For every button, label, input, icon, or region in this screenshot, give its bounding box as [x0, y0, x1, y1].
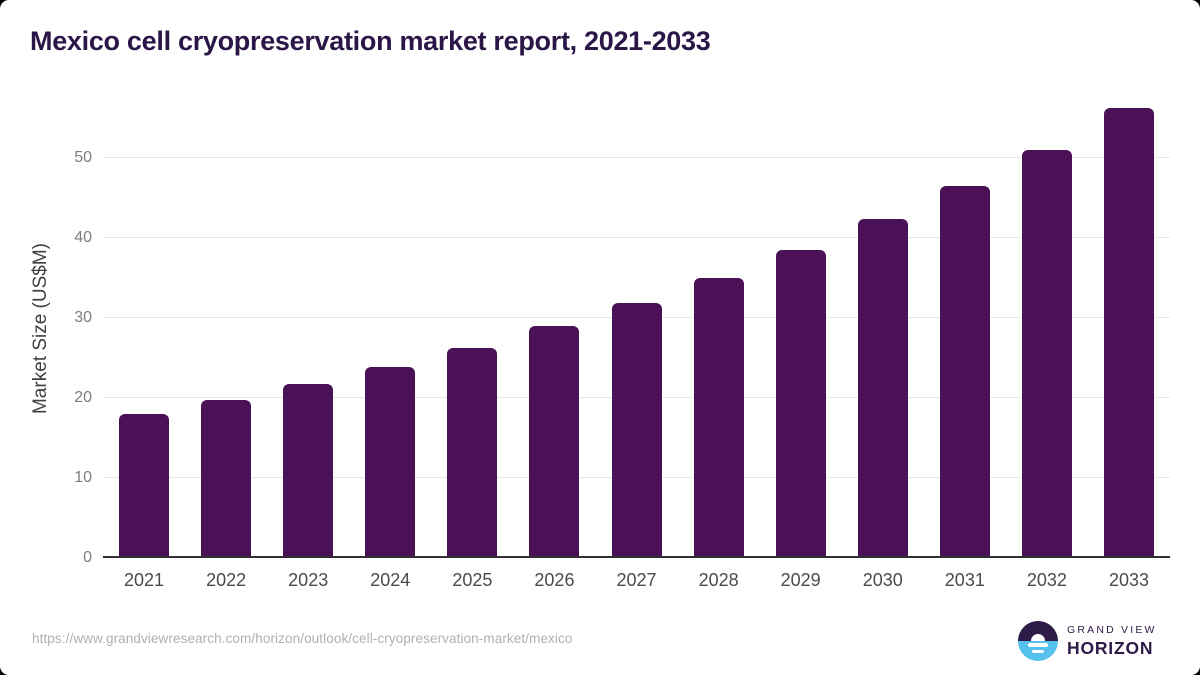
bar-slot-2031 [924, 186, 1006, 556]
y-tick-label-0: 0 [83, 549, 92, 566]
horizon-sun-icon [1018, 621, 1058, 661]
brand-logo: GRAND VIEW HORIZON [1018, 621, 1157, 661]
plot-area [103, 100, 1170, 558]
bar-2028 [693, 278, 744, 556]
bar-2033 [1103, 108, 1154, 556]
bar-2030 [857, 219, 908, 556]
x-tick-label-2033: 2033 [1108, 570, 1149, 590]
logo-text-horizon: HORIZON [1067, 637, 1154, 658]
bar-2032 [1021, 150, 1072, 556]
bar-slot-2029 [760, 250, 842, 556]
gridline-50 [103, 157, 1170, 158]
y-tick-label-30: 30 [74, 309, 92, 326]
x-tick-label-2023: 2023 [288, 570, 329, 590]
x-tick-label-2029: 2029 [780, 570, 821, 590]
x-tick-label-2021: 2021 [124, 570, 165, 590]
logo-reflection-line-1 [1028, 643, 1048, 647]
logo-sun-dome [1031, 634, 1045, 641]
bar-slot-2024 [349, 367, 431, 556]
bar-slot-2025 [431, 348, 513, 556]
bar-slot-2023 [267, 384, 349, 556]
x-tick-label-2027: 2027 [616, 570, 657, 590]
bar-slot-2026 [513, 326, 595, 556]
x-axis-line [103, 556, 1170, 558]
x-tick-label-2028: 2028 [698, 570, 739, 590]
bar-2029 [775, 250, 826, 556]
bar-slot-2027 [595, 303, 677, 556]
source-url: https://www.grandviewresearch.com/horizo… [32, 631, 573, 646]
bar-2025 [447, 348, 498, 556]
bar-2022 [201, 400, 252, 556]
bar-series [103, 100, 1170, 556]
gridline-40 [103, 237, 1170, 238]
bar-2023 [283, 384, 334, 556]
bar-slot-2033 [1088, 108, 1170, 556]
bar-2031 [939, 186, 990, 556]
logo-sky [1018, 621, 1058, 641]
y-axis-ticks: 0 10 20 30 40 50 [0, 100, 92, 566]
y-tick-label-10: 10 [74, 469, 92, 486]
x-tick-label-2022: 2022 [206, 570, 247, 590]
x-tick-label-2030: 2030 [862, 570, 903, 590]
x-tick-label-2026: 2026 [534, 570, 575, 590]
logo-text-grand-view: GRAND VIEW [1067, 623, 1157, 636]
x-axis-labels: 2021 2022 2023 2024 2025 2026 2027 2028 2029 2030… [103, 570, 1170, 591]
logo-reflection-line-2 [1032, 650, 1044, 653]
bar-2026 [529, 326, 580, 556]
y-tick-label-50: 50 [74, 149, 92, 166]
bar-slot-2021 [103, 414, 185, 556]
bar-2021 [119, 414, 170, 556]
logo-wordmark: GRAND VIEW HORIZON [1067, 624, 1157, 659]
page-title: Mexico cell cryopreservation market repo… [30, 26, 711, 56]
bar-slot-2030 [842, 219, 924, 556]
bar-slot-2022 [185, 400, 267, 556]
bar-slot-2028 [678, 278, 760, 556]
y-tick-label-40: 40 [74, 229, 92, 246]
y-tick-label-20: 20 [74, 389, 92, 406]
x-tick-label-2031: 2031 [944, 570, 985, 590]
bar-slot-2032 [1006, 150, 1088, 556]
bar-2027 [611, 303, 662, 556]
bar-2024 [365, 367, 416, 556]
x-tick-label-2032: 2032 [1026, 570, 1067, 590]
x-tick-label-2024: 2024 [370, 570, 411, 590]
x-tick-label-2025: 2025 [452, 570, 493, 590]
